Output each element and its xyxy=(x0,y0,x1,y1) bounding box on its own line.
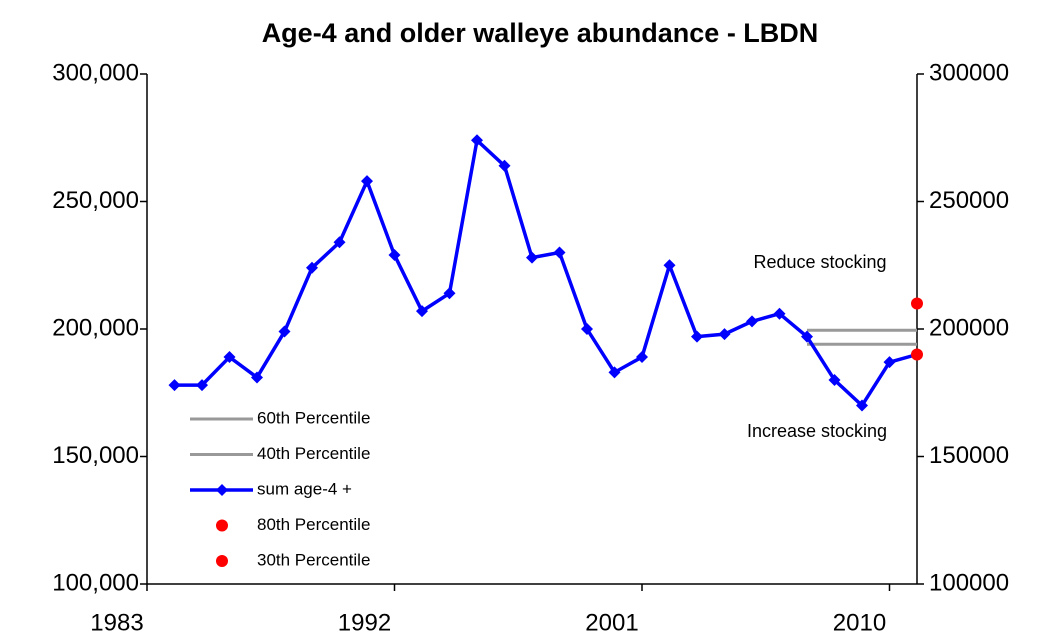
point xyxy=(471,134,483,147)
point xyxy=(856,399,868,412)
legend-marker xyxy=(216,555,228,567)
point xyxy=(333,236,346,249)
x-tick-label: 1983 xyxy=(90,609,143,636)
point xyxy=(306,261,318,274)
point xyxy=(663,259,676,272)
legend-marker xyxy=(216,519,228,532)
x-tick-label: 2010 xyxy=(833,609,886,636)
legend-label: sum age-4 + xyxy=(257,479,352,498)
y-tick-label: 150,000 xyxy=(52,442,139,469)
point xyxy=(581,323,593,335)
legend-marker xyxy=(216,484,228,496)
y-tick-label: 300,000 xyxy=(52,59,139,86)
point xyxy=(691,330,703,343)
point xyxy=(883,356,896,369)
y2-tick-label: 200000 xyxy=(929,314,1009,341)
point xyxy=(251,371,263,384)
legend-label: 30th Percentile xyxy=(257,550,370,569)
legend-label: 40th Percentile xyxy=(257,444,370,463)
point xyxy=(223,351,236,364)
point xyxy=(278,325,291,338)
legend-label: 60th Percentile xyxy=(257,408,370,427)
point xyxy=(911,348,923,361)
point xyxy=(196,379,208,392)
series-line xyxy=(174,136,918,409)
y2-tick-label: 100000 xyxy=(929,569,1009,596)
point xyxy=(911,297,923,310)
y-tick-label: 100,000 xyxy=(52,569,139,596)
point xyxy=(801,330,813,343)
point xyxy=(773,307,786,320)
point xyxy=(526,251,538,264)
y-tick-label: 250,000 xyxy=(52,187,139,214)
point xyxy=(361,175,373,188)
point xyxy=(553,246,566,259)
legend-label: 80th Percentile xyxy=(257,515,370,534)
y-tick-label: 200,000 xyxy=(52,314,139,341)
x-tick-label: 2001 xyxy=(585,609,638,636)
point xyxy=(608,366,621,379)
point xyxy=(416,305,428,318)
point xyxy=(636,351,648,364)
chart-title: Age-4 and older walleye abundance - LBDN xyxy=(262,18,819,48)
point xyxy=(718,328,731,341)
x-tick-label: 1992 xyxy=(338,609,391,636)
point xyxy=(443,287,456,300)
point xyxy=(388,249,401,262)
y2-tick-label: 150000 xyxy=(929,442,1009,469)
annotation: Reduce stocking xyxy=(753,252,886,272)
point xyxy=(498,159,511,172)
point xyxy=(746,315,758,328)
annotation: Increase stocking xyxy=(747,421,887,441)
y2-tick-label: 300000 xyxy=(929,59,1009,86)
point xyxy=(828,374,841,386)
point xyxy=(168,379,181,392)
y2-tick-label: 250000 xyxy=(929,187,1009,214)
